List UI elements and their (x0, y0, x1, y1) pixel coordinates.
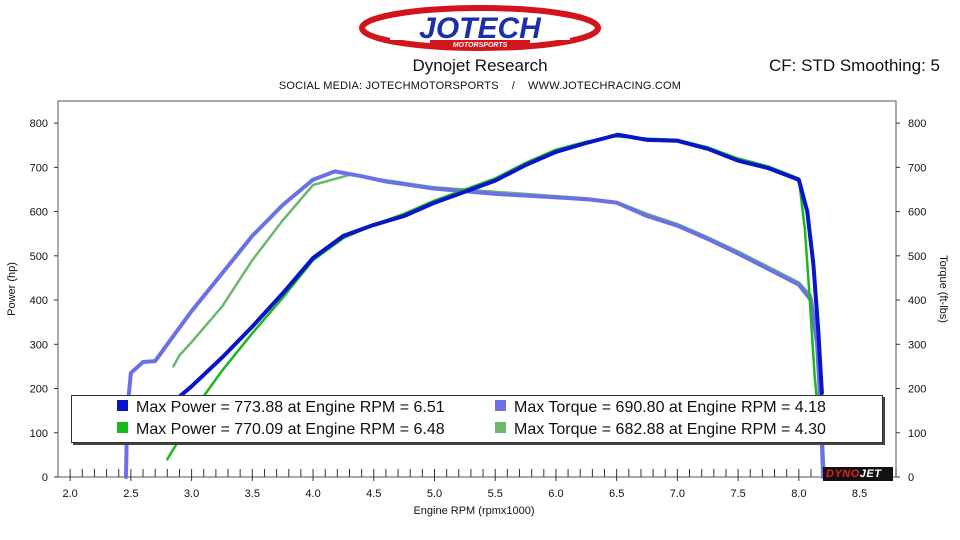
axes: 2.0 2.5 3.0 3.5 4.0 4.5 5.0 5.5 6.0 6.5 7.0 7.5 8.0 8… (30, 118, 927, 500)
legend-item-power-run1: Max Power = 773.88 at Engine RPM = 6.51 (117, 399, 445, 417)
x-tick-label: 5.0 (427, 488, 442, 500)
x-tick-label: 5.5 (488, 488, 503, 500)
correction-factor-info: CF: STD Smoothing: 5 (768, 56, 940, 75)
y-tick-label-left: 500 (30, 251, 48, 263)
y-tick-label-right: 0 (908, 472, 914, 484)
legend-swatch (117, 422, 128, 433)
y-tick-label-right: 600 (908, 207, 926, 219)
y-tick-label-right: 800 (908, 118, 926, 130)
y-tick-label-right: 300 (908, 339, 926, 351)
x-tick-label: 4.5 (366, 488, 381, 500)
y-tick-label-right: 700 (908, 162, 926, 174)
x-tick-label: 6.5 (609, 488, 624, 500)
x-tick-label: 4.0 (305, 488, 320, 500)
y-tick-label-left: 600 (30, 207, 48, 219)
y-tick-label-left: 400 (30, 295, 48, 307)
jotech-logo: JOTECH MOTORSPORTS (359, 5, 601, 51)
dynojet-badge-part1: DYNO (826, 468, 860, 480)
legend-swatch (117, 400, 128, 411)
y-tick-label-left: 700 (30, 162, 48, 174)
x-tick-label: 7.5 (730, 488, 745, 500)
y-tick-label-left: 100 (30, 428, 48, 440)
x-tick-label: 8.5 (852, 488, 867, 500)
x-tick-label: 2.5 (123, 488, 138, 500)
y-axis-label-right: Torque (ft-lbs) (937, 255, 949, 323)
legend-label: Max Power = 773.88 at Engine RPM = 6.51 (136, 399, 445, 416)
legend-swatch (495, 422, 506, 433)
x-tick-label: 8.0 (791, 488, 806, 500)
legend-label: Max Torque = 682.88 at Engine RPM = 4.30 (514, 421, 826, 438)
y-tick-label-left: 200 (30, 384, 48, 396)
y-axis-label-left: Power (hp) (6, 262, 18, 316)
series-line-torque-run1 (124, 169, 826, 479)
legend-swatch (495, 400, 506, 411)
legend: Max Power = 773.88 at Engine RPM = 6.51 … (71, 395, 883, 443)
series-line-power-run1 (171, 132, 824, 404)
y-tick-label-right: 100 (908, 428, 926, 440)
x-tick-label: 7.0 (670, 488, 685, 500)
y-tick-label-right: 400 (908, 295, 926, 307)
chart-title: Dynojet Research (412, 56, 548, 75)
y-tick-label-left: 300 (30, 339, 48, 351)
legend-label: Max Power = 770.09 at Engine RPM = 6.48 (136, 421, 445, 438)
social-media-line: SOCIAL MEDIA: JOTECHMOTORSPORTS / WWW.JO… (278, 80, 682, 92)
x-axis-label: Engine RPM (rpmx1000) (413, 505, 534, 517)
legend-item-power-run2: Max Power = 770.09 at Engine RPM = 6.48 (117, 421, 445, 439)
y-tick-label-left: 0 (42, 472, 48, 484)
legend-item-torque-run2: Max Torque = 682.88 at Engine RPM = 4.30 (495, 421, 826, 439)
x-tick-label: 3.5 (245, 488, 260, 500)
dynojet-badge: DYNOJET (823, 467, 893, 481)
y-tick-label-right: 500 (908, 251, 926, 263)
logo-subtext: MOTORSPORTS (453, 42, 508, 49)
legend-label: Max Torque = 690.80 at Engine RPM = 4.18 (514, 399, 826, 416)
logo-text: JOTECH (419, 12, 542, 45)
x-tick-label: 3.0 (184, 488, 199, 500)
legend-item-torque-run1: Max Torque = 690.80 at Engine RPM = 4.18 (495, 399, 826, 417)
x-tick-label: 2.0 (62, 488, 77, 500)
series-layer (124, 132, 826, 479)
y-tick-label-right: 200 (908, 384, 926, 396)
y-tick-label-left: 800 (30, 118, 48, 130)
x-tick-label: 6.0 (548, 488, 563, 500)
dynojet-badge-part2: JET (859, 468, 882, 480)
